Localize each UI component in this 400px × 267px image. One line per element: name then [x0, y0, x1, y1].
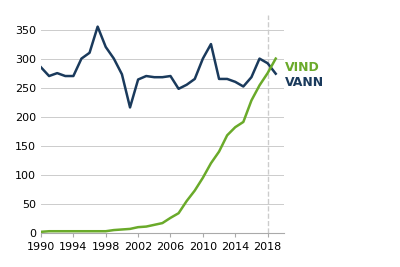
- Text: VANN: VANN: [286, 76, 324, 89]
- Text: VIND: VIND: [286, 61, 320, 74]
